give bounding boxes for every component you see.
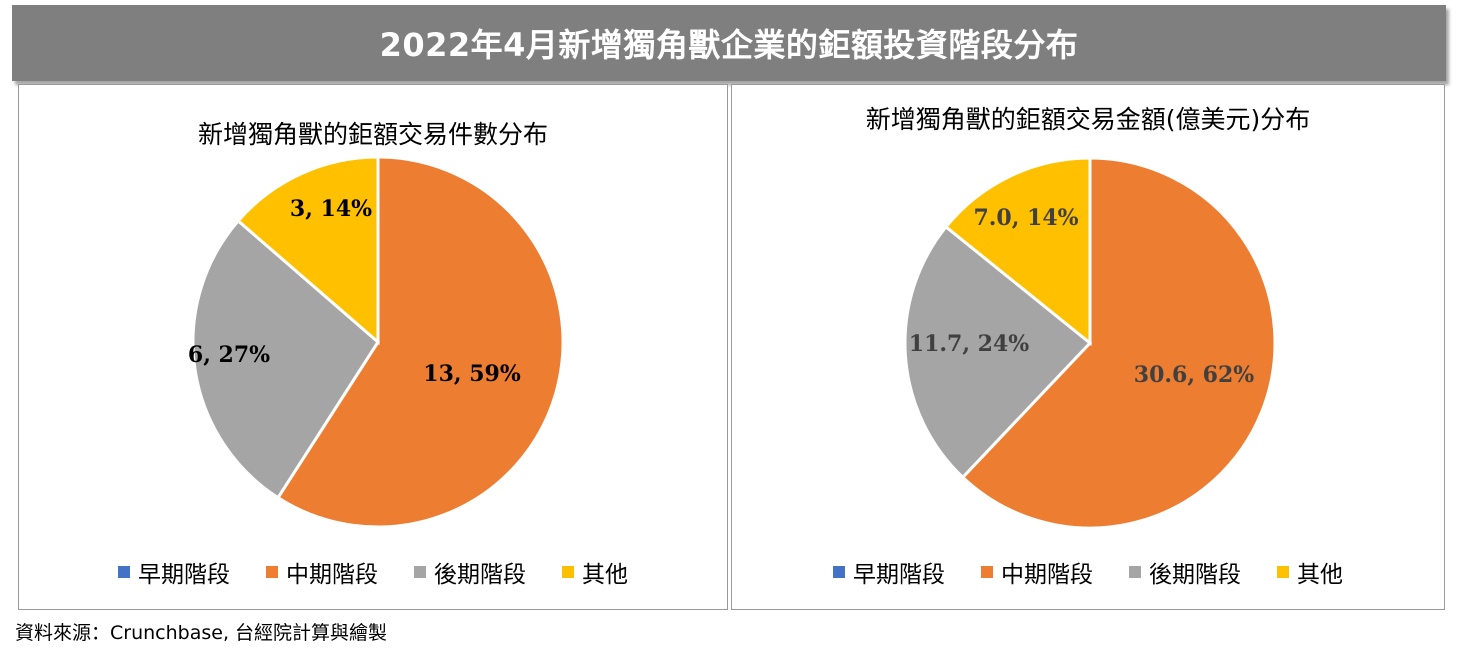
- legend-label: 中期階段: [1001, 562, 1093, 588]
- pie-slice-3: [943, 156, 1092, 347]
- data-label-2: 6, 27%: [188, 342, 270, 368]
- legend-swatch: [266, 566, 278, 578]
- legend-swatch: [1277, 566, 1289, 578]
- page-title: 2022年4月新增獨角獸企業的鉅額投資階段分布: [379, 26, 1079, 64]
- legend-item-mid: 中期階段: [266, 555, 378, 589]
- legend-swatch: [562, 566, 574, 578]
- legend-label: 其他: [1297, 562, 1343, 588]
- legend-swatch: [1129, 566, 1141, 578]
- legend-item-late: 後期階段: [414, 555, 526, 589]
- chart-panel-count: 新增獨角獸的鉅額交易件數分布 13, 59% 6, 27% 3, 14% 早期階段 …: [18, 84, 728, 610]
- legend: 早期階段 中期階段 後期階段 其他: [732, 555, 1444, 589]
- data-label-1: 30.6, 62%: [1134, 362, 1255, 388]
- source-note: 資料來源：Crunchbase, 台經院計算與繪製: [15, 622, 388, 644]
- legend-label: 早期階段: [853, 562, 945, 588]
- legend-item-late: 後期階段: [1129, 555, 1241, 589]
- data-label-3: 7.0, 14%: [973, 205, 1078, 231]
- legend-swatch: [118, 566, 130, 578]
- chart-title: 新增獨角獸的鉅額交易金額(億美元)分布: [865, 105, 1311, 134]
- legend-label: 其他: [582, 562, 628, 588]
- legend-label: 後期階段: [1149, 562, 1241, 588]
- header-banner: 2022年4月新增獨角獸企業的鉅額投資階段分布: [12, 5, 1446, 81]
- legend-item-other: 其他: [562, 555, 628, 589]
- pie-slice-1: [275, 155, 565, 529]
- pie-chart-amount: 30.6, 62% 11.7, 24% 7.0, 14%: [903, 156, 1277, 530]
- legend-swatch: [981, 566, 993, 578]
- pie-slice-2: [903, 224, 1093, 480]
- legend-swatch: [833, 566, 845, 578]
- legend-label: 早期階段: [138, 562, 230, 588]
- chart-title: 新增獨角獸的鉅額交易件數分布: [197, 120, 548, 149]
- legend-label: 後期階段: [434, 562, 526, 588]
- pie-slice-3: [236, 155, 380, 346]
- pie-chart-count: 13, 59% 6, 27% 3, 14%: [188, 155, 565, 529]
- data-label-1: 13, 59%: [423, 361, 521, 387]
- legend-item-early: 早期階段: [118, 555, 230, 589]
- legend-swatch: [414, 566, 426, 578]
- legend: 早期階段 中期階段 後期階段 其他: [19, 555, 727, 589]
- legend-item-early: 早期階段: [833, 555, 945, 589]
- data-label-3: 3, 14%: [290, 196, 372, 222]
- legend-label: 中期階段: [286, 562, 378, 588]
- pie-slice-2: [191, 218, 380, 500]
- pie-slice-1: [960, 156, 1277, 530]
- legend-item-mid: 中期階段: [981, 555, 1093, 589]
- data-label-2: 11.7, 24%: [909, 331, 1030, 357]
- legend-item-other: 其他: [1277, 555, 1343, 589]
- chart-panel-amount: 新增獨角獸的鉅額交易金額(億美元)分布 30.6, 62% 11.7, 24% 7.…: [731, 84, 1445, 610]
